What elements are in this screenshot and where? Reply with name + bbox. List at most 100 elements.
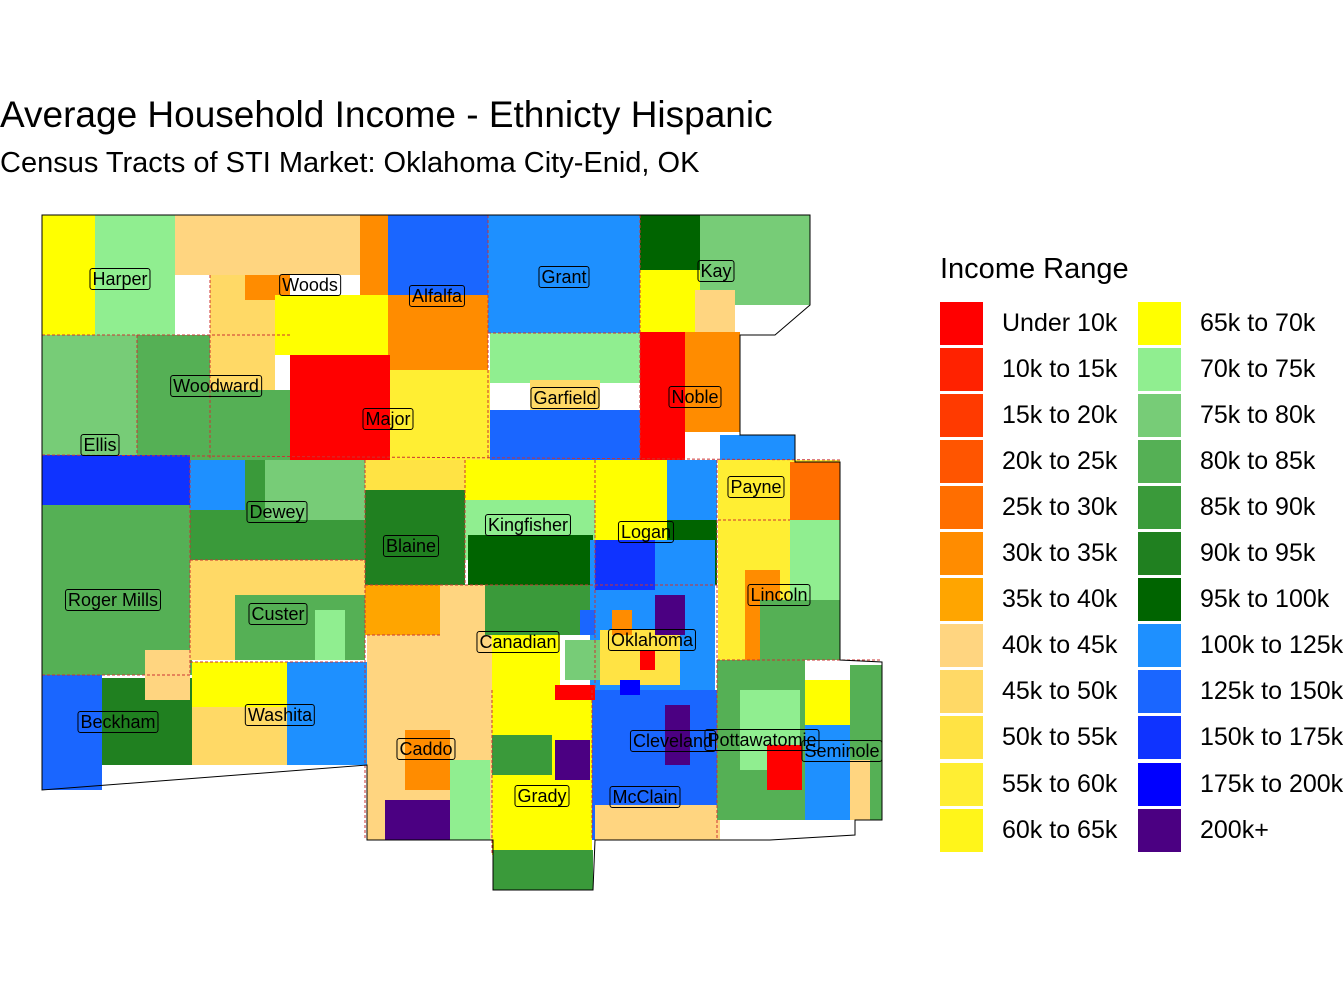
tract [760,600,840,660]
tract [555,685,595,700]
tract [595,460,667,540]
county-label-harper: Harper [89,268,151,290]
legend-item: 10k to 15k [940,347,1117,391]
county-label-major: Major [362,408,414,430]
legend-swatch [1138,347,1181,391]
county-label-alfalfa: Alfalfa [408,285,466,307]
legend-item: 80k to 85k [1138,439,1315,483]
county-label-beckham: Beckham [77,711,159,733]
tract [175,215,360,275]
legend-swatch [1138,716,1181,760]
legend-label: 95k to 100k [1200,585,1330,614]
legend-label: 90k to 95k [1200,539,1316,567]
choropleth-map [41,214,883,891]
tract [640,215,700,270]
county-label-garfield: Garfield [530,387,600,409]
tract [580,610,595,635]
legend-label: 35k to 40k [1002,585,1118,614]
legend-swatch [940,301,983,345]
legend-item: 60k to 65k [940,808,1117,852]
legend-swatch [940,808,983,852]
county-label-logan: Logan [617,521,675,543]
legend-label: 70k to 75k [1200,354,1316,383]
legend-title: Income Range [940,253,1129,285]
tract [42,335,137,455]
county-label-canadian: Canadian [476,631,560,653]
legend-swatch [940,578,983,622]
county-label-cleveland: Cleveland [629,730,717,752]
legend-label: 25k to 30k [1002,492,1118,521]
legend-item: 75k to 80k [1138,393,1315,437]
legend-item: 150k to 175k [1138,716,1343,760]
legend-swatch [1138,485,1181,529]
legend-label: 65k to 70k [1200,308,1316,337]
county-label-payne: Payne [727,476,785,498]
county-label-woods: Woods [279,274,341,296]
legend-label: 50k to 55k [1002,723,1118,752]
legend-item: 45k to 50k [940,670,1117,714]
tract [365,490,465,585]
legend-item: 95k to 100k [1138,578,1329,622]
tract [493,850,593,890]
tract [612,610,632,635]
tract [465,460,595,500]
tract [275,295,388,355]
legend-label: 125k to 150k [1200,677,1344,706]
legend-label: 30k to 35k [1002,539,1118,567]
legend-item: 50k to 55k [940,716,1117,760]
tract [767,745,802,790]
tract [485,585,590,635]
legend-swatch [940,762,983,806]
legend-swatch [1138,393,1181,437]
legend-label: 15k to 20k [1002,400,1118,429]
legend-item: 30k to 35k [940,532,1117,576]
tract [405,730,450,790]
tract [640,270,700,332]
county-label-ellis: Ellis [80,434,120,456]
county-label-kay: Kay [697,260,735,282]
county-label-lincoln: Lincoln [747,584,811,606]
legend-swatch [940,670,983,714]
legend-label: 75k to 80k [1200,400,1316,429]
tract [468,535,593,585]
tract [640,650,655,670]
legend-item: 125k to 150k [1138,670,1343,714]
tract [192,662,287,707]
county-label-dewey: Dewey [246,501,308,523]
county-label-grant: Grant [538,266,590,288]
tract [290,355,390,460]
legend-item: 15k to 20k [940,393,1117,437]
tract [315,610,345,660]
legend-label: 175k to 200k [1200,769,1344,798]
legend-swatch [940,347,983,391]
county-label-woodward: Woodward [170,375,262,397]
legend-swatch [940,393,983,437]
county-label-roger-mills: Roger Mills [64,589,162,611]
tract [388,215,488,295]
tract [665,705,690,765]
tract [450,760,490,840]
legend-swatch [940,439,983,483]
county-label-oklahoma: Oklahoma [607,629,697,651]
legend-label: Under 10k [1002,308,1118,337]
tract [595,805,720,840]
county-label-washita: Washita [244,704,316,726]
legend-swatch [1138,578,1181,622]
tract [388,295,488,370]
legend-swatch [940,532,983,575]
tract [265,460,365,520]
tract [640,332,685,460]
tract [685,332,740,432]
legend-label: 40k to 45k [1002,631,1118,660]
tract-fills [42,215,882,890]
legend-swatch [1138,532,1181,575]
legend-item: 90k to 95k [1138,532,1315,576]
legend-swatch [1138,808,1181,852]
tract [490,410,640,460]
tract [485,635,560,690]
tract [655,595,685,635]
tract [95,215,175,335]
tract [490,333,640,383]
legend-swatch [940,485,983,529]
legend-item: 35k to 40k [940,578,1117,622]
